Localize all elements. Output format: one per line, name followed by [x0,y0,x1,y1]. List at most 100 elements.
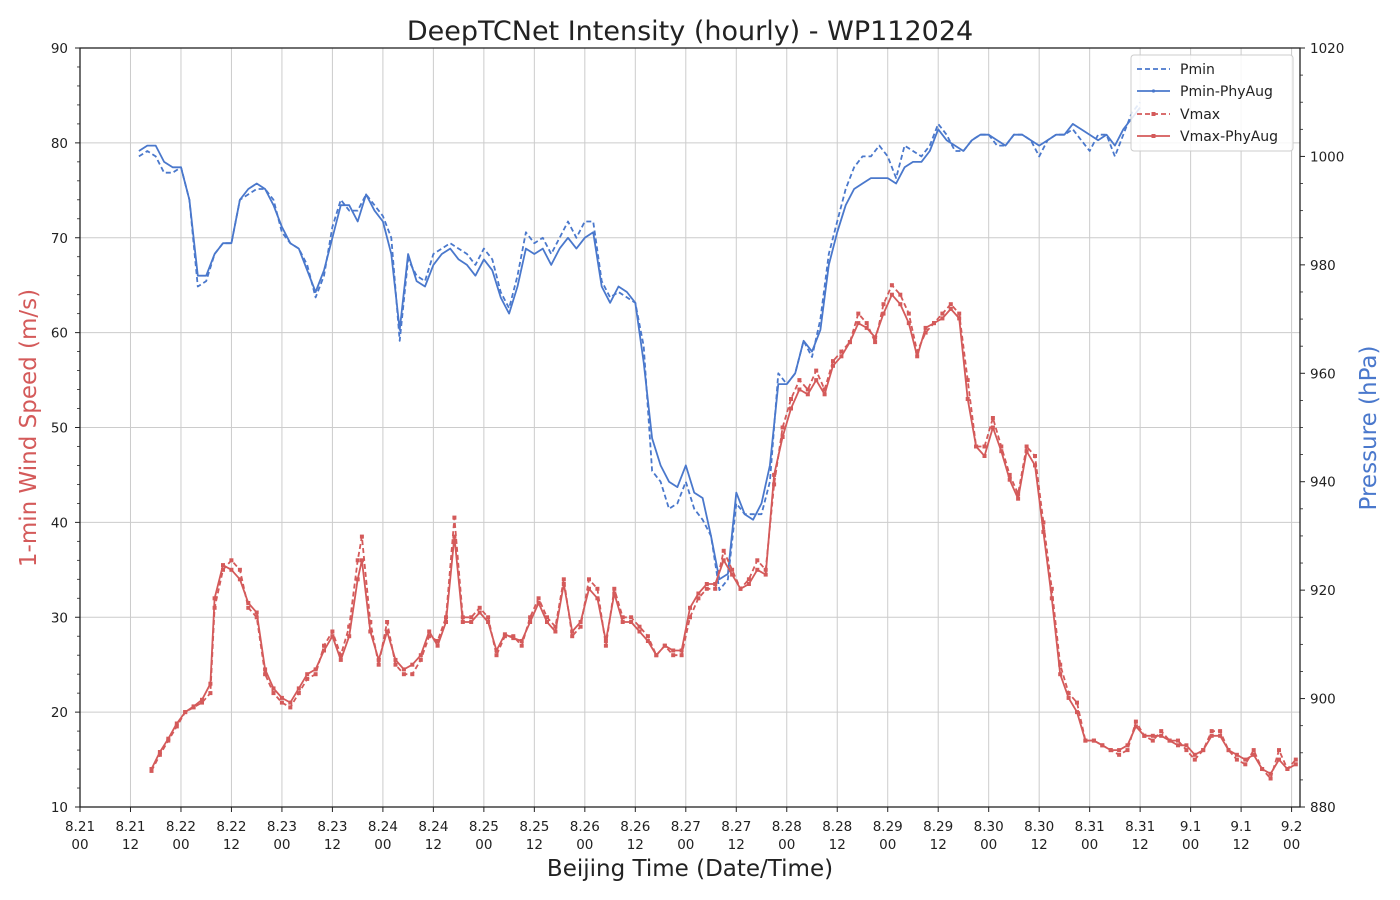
data-point-vmax [330,629,335,634]
x-tick-label-date: 8.31 [1075,819,1105,835]
data-point-vmax [1041,520,1046,525]
data-point-vmax-phyaug [1091,738,1096,743]
data-point-vmax-phyaug [254,610,259,615]
x-tick-label-hour: 00 [273,837,290,853]
data-point-vmax-phyaug [721,558,726,563]
data-point-vmax [940,311,945,316]
y-left-tick-label: 80 [51,136,68,152]
data-point-vmax-phyaug [1033,463,1037,468]
data-point-vmax [1066,691,1071,696]
data-point-vmax-phyaug [789,406,793,411]
data-point-vmax-phyaug [730,572,735,577]
data-point-vmax-phyaug [864,325,869,330]
x-tick-label-hour: 00 [778,837,795,853]
y-right-tick-label: 1000 [1310,149,1344,165]
data-point-vmax [856,311,861,316]
data-point-vmax [545,615,549,620]
data-point-vmax-phyaug [330,634,335,639]
data-point-vmax [805,387,810,392]
y-left-tick-label: 90 [51,41,68,57]
data-point-vmax [376,662,381,667]
data-point-vmax-phyaug [355,577,360,582]
data-point-vmax-phyaug [1117,748,1122,753]
data-point-vmax-phyaug [553,629,558,634]
data-point-vmax-phyaug [347,634,352,639]
data-point-vmax-phyaug [696,591,701,596]
data-point-vmax-phyaug [477,610,482,615]
data-point-vmax [418,657,423,662]
data-point-vmax [780,425,785,430]
x-tick-label-date: 8.23 [317,819,347,835]
data-point-vmax [322,643,326,648]
x-tick-label-date: 8.26 [620,819,650,835]
data-point-vmax-phyaug [831,363,835,368]
data-point-vmax-phyaug [1285,767,1290,771]
data-point-vmax [494,653,499,658]
data-point-vmax [1277,748,1281,753]
data-point-vmax [797,378,802,383]
data-point-vmax-phyaug [469,620,474,624]
data-point-vmax-phyaug [212,596,217,601]
data-point-vmax [229,558,234,563]
data-point-vmax [1133,719,1138,724]
data-point-vmax-phyaug [578,620,583,624]
x-tick-label-date: 8.22 [166,819,196,835]
legend: Pmin Pmin-PhyAug Vmax Vmax-PhyAug [1130,54,1294,152]
data-point-vmax-phyaug [246,601,251,605]
data-point-vmax-phyaug [296,686,301,691]
x-tick-label-date: 8.23 [267,819,297,835]
data-point-vmax-phyaug [637,629,642,634]
data-point-vmax [279,700,284,705]
data-point-vmax-phyaug [679,648,684,653]
data-point-vmax [271,691,276,696]
data-point-vmax-phyaug [183,710,188,715]
x-tick-label-hour: 12 [930,837,947,853]
data-point-vmax [1268,776,1273,781]
x-tick-label-hour: 00 [1081,837,1098,853]
x-tick-label-hour: 12 [324,837,341,853]
data-point-vmax-phyaug [662,643,667,648]
data-point-vmax [1293,757,1298,762]
data-point-vmax [1033,454,1037,458]
data-point-vmax [746,577,751,582]
data-point-vmax [536,596,541,601]
data-point-vmax-phyaug [965,397,970,401]
data-point-vmax-phyaug [1209,733,1214,738]
data-point-vmax [486,615,491,620]
y-right-tick-label: 940 [1310,475,1336,491]
data-point-vmax [603,643,608,648]
data-point-vmax [730,567,735,572]
data-point-vmax [246,605,251,610]
data-point-vmax [822,387,827,392]
data-point-vmax-phyaug [502,632,507,637]
data-point-vmax [864,321,869,326]
data-point-vmax [200,700,204,705]
series-line-pmin [138,101,1141,591]
y-left-tick-label: 40 [51,515,68,531]
data-point-vmax [263,672,268,677]
data-point-vmax [305,676,310,681]
data-point-vmax [999,444,1004,449]
data-point-vmax [923,330,928,335]
data-point-vmax [393,662,398,667]
data-point-vmax [401,672,406,677]
y-right-tick-label: 980 [1310,258,1336,274]
data-point-vmax-phyaug [570,629,575,634]
data-point-vmax [637,624,642,629]
data-point-vmax-phyaug [305,672,310,677]
x-tick-label-date: 8.24 [368,819,398,835]
data-point-vmax [721,548,726,553]
data-point-vmax-phyaug [645,639,650,643]
y-right-tick-label: 920 [1310,583,1336,599]
y-left-tick-label: 10 [51,800,68,816]
legend-marker-pmin-phyaug [1151,89,1156,93]
data-point-vmax-phyaug [620,620,625,624]
data-point-vmax [347,624,352,629]
data-point-vmax-phyaug [494,648,499,653]
data-point-vmax [704,586,709,591]
data-point-vmax [435,639,440,643]
data-point-vmax [1251,748,1256,753]
x-tick-label-hour: 00 [576,837,593,853]
data-point-vmax [965,378,970,383]
x-tick-label-date: 9.1 [1230,819,1251,835]
